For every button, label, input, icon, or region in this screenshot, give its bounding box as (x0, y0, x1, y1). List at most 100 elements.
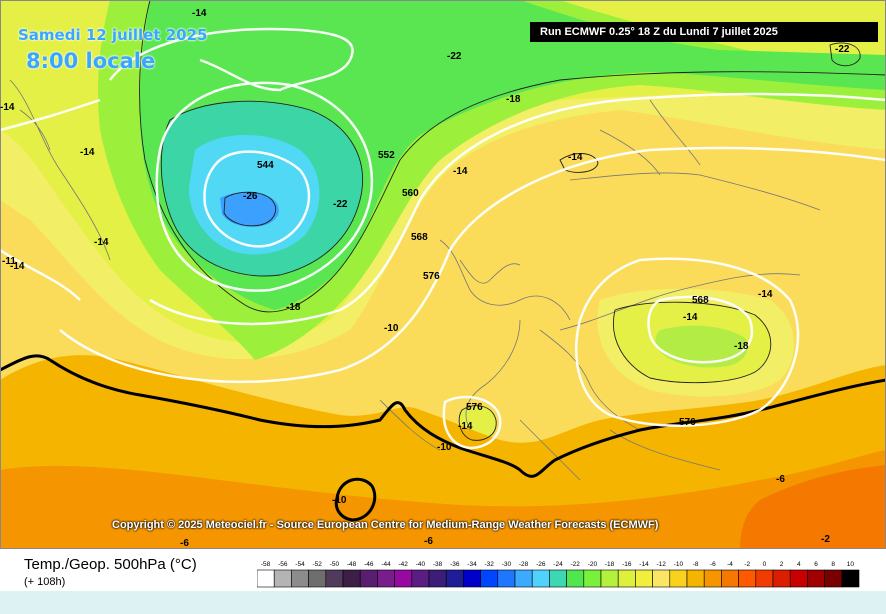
legend-swatch (807, 569, 825, 588)
legend-tick-label: -16 (622, 561, 632, 568)
legend-swatch (394, 569, 413, 588)
temp-label: -10 (332, 495, 347, 506)
legend-tick-label: -34 (467, 561, 477, 568)
legend-tick-label: 8 (831, 561, 835, 568)
legend-swatch (772, 569, 791, 588)
zone-east-green (655, 325, 748, 368)
legend-tick-label: -48 (347, 561, 357, 568)
geo-label: 576 (423, 271, 440, 282)
legend-tick-label: 0 (763, 561, 767, 568)
forecast-date: Samedi 12 juillet 2025 (18, 26, 208, 44)
legend-swatch (617, 569, 636, 588)
temp-label: -18 (506, 94, 521, 105)
legend-tick-label: -38 (433, 561, 443, 568)
legend-swatch (359, 569, 378, 588)
legend-swatch (291, 569, 309, 588)
color-scale: -58 -56 -54 -52 -50 -48 -46 -44 -42 -40 -38 -36 -34-… (257, 561, 860, 588)
legend-tick-label: -30 (502, 561, 512, 568)
legend-swatch (566, 569, 585, 588)
temp-label: -6 (776, 474, 785, 485)
zone-blue-core (220, 192, 279, 227)
legend-swatch (686, 569, 705, 588)
temp-label: -14 (758, 289, 773, 300)
legend-tick-label: 6 (814, 561, 818, 568)
geo-label: 568 (411, 232, 428, 243)
forecast-time: 8:00 locale (26, 49, 156, 73)
geo-label: 568 (692, 295, 709, 306)
temp-label: -2 (821, 534, 830, 545)
temp-label: -10 (437, 442, 452, 453)
zone-red-orange (740, 465, 886, 549)
temp-label: -22 (447, 51, 462, 62)
coastlines (9, 79, 821, 481)
legend-tick-label: -10 (674, 561, 684, 568)
temp-label: -14 (0, 102, 15, 113)
legend-tick-label: -24 (553, 561, 563, 568)
isotherm-minus10-closed (334, 477, 377, 522)
temp-label: -14 (683, 312, 698, 323)
legend-swatch (824, 569, 843, 588)
geo-label: 544 (257, 160, 274, 171)
legend-swatch (600, 569, 619, 588)
temperature-map: 544 552 560 568 576 568 576 576 -14 -22 … (0, 0, 886, 549)
legend-tick-label: -4 (727, 561, 733, 568)
geopotential-contours (0, 27, 886, 450)
legend-tick-label: -58 (261, 561, 271, 568)
legend-bar: Temp./Geop. 500hPa (°C) (+ 108h) -58 -56-… (0, 549, 886, 591)
legend-swatch (377, 569, 395, 588)
legend-tick-label: -14 (639, 561, 649, 568)
temp-label: -14 (458, 421, 473, 432)
legend-swatch (789, 569, 808, 588)
copyright-notice: Copyright © 2025 Meteociel.fr - Source E… (112, 519, 659, 531)
legend-tick-label: -22 (570, 561, 580, 568)
legend-tick-label: -12 (656, 561, 666, 568)
run-info-banner: Run ECMWF 0.25° 18 Z du Lundi 7 juillet … (530, 22, 878, 42)
temp-label: -22 (333, 199, 348, 210)
legend-tick-label: -42 (398, 561, 408, 568)
legend-tick-label: -50 (330, 561, 340, 568)
legend-swatch (841, 569, 860, 588)
legend-swatch (325, 569, 344, 588)
temp-label: -6 (180, 538, 189, 549)
legend-tick-label: -8 (693, 561, 699, 568)
legend-swatch (738, 569, 757, 588)
legend-swatch (273, 569, 292, 588)
legend-swatch (308, 569, 327, 588)
temp-label: -18 (734, 341, 749, 352)
legend-swatch (342, 569, 361, 588)
legend-tick-label: -40 (416, 561, 426, 568)
legend-forecast-hours: (+ 108h) (24, 576, 66, 588)
isotherm-minus10 (0, 354, 886, 478)
legend-swatch (531, 569, 550, 588)
legend-swatch (652, 569, 671, 588)
legend-tick-label: -32 (484, 561, 494, 568)
legend-tick-label: -52 (312, 561, 322, 568)
legend-swatch (514, 569, 533, 588)
legend-swatch (480, 569, 499, 588)
legend-title: Temp./Geop. 500hPa (°C) (24, 556, 197, 573)
legend-tick-label: -36 (450, 561, 460, 568)
legend-swatch (428, 569, 447, 588)
legend-swatch (497, 569, 516, 588)
legend-swatch (411, 569, 430, 588)
temp-label: -14 (80, 147, 95, 158)
legend-swatch (635, 569, 653, 588)
temp-label: -26 (243, 191, 258, 202)
legend-tick-label: -28 (519, 561, 529, 568)
temp-label: -14 (453, 166, 468, 177)
temp-label: -14 (10, 261, 25, 272)
legend-tick-label: 4 (797, 561, 801, 568)
footer-band (0, 591, 886, 614)
legend-swatch (463, 569, 481, 588)
geo-label: 560 (402, 188, 419, 199)
legend-swatch (721, 569, 739, 588)
legend-swatch (257, 569, 275, 588)
geo-label: 576 (679, 417, 696, 428)
temp-label: -11 (2, 256, 16, 267)
legend-tick-label: -20 (588, 561, 598, 568)
legend-tick-label: -44 (381, 561, 391, 568)
legend-tick-label: -2 (744, 561, 750, 568)
zone-deep-orange (0, 450, 886, 549)
legend-tick-label: 10 (847, 561, 855, 568)
